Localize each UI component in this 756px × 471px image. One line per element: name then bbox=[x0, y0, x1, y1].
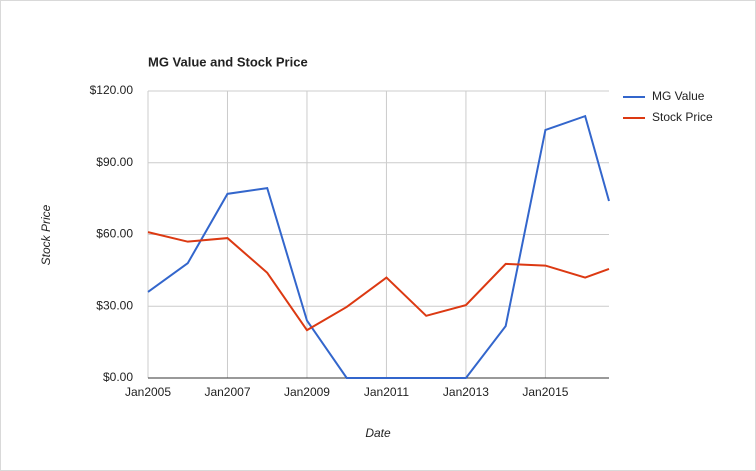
y-tick-label: $90.00 bbox=[96, 155, 133, 169]
x-tick-label: Jan2005 bbox=[125, 385, 171, 399]
chart-title: MG Value and Stock Price bbox=[148, 54, 308, 69]
x-tick-label: Jan2013 bbox=[443, 385, 489, 399]
y-tick-label: $30.00 bbox=[96, 298, 133, 312]
legend-label: MG Value bbox=[652, 89, 705, 103]
y-tick-label: $0.00 bbox=[103, 370, 133, 384]
x-tick-label: Jan2011 bbox=[364, 385, 409, 399]
x-axis-label: Date bbox=[365, 426, 391, 440]
y-axis-label: Stock Price bbox=[39, 204, 53, 265]
legend-label: Stock Price bbox=[652, 110, 713, 124]
y-tick-label: $120.00 bbox=[90, 83, 134, 97]
x-tick-label: Jan2009 bbox=[284, 385, 330, 399]
x-tick-label: Jan2015 bbox=[522, 385, 568, 399]
x-tick-label: Jan2007 bbox=[204, 385, 250, 399]
y-tick-label: $60.00 bbox=[96, 227, 133, 241]
series-line bbox=[147, 231, 610, 332]
series-line bbox=[147, 114, 610, 379]
